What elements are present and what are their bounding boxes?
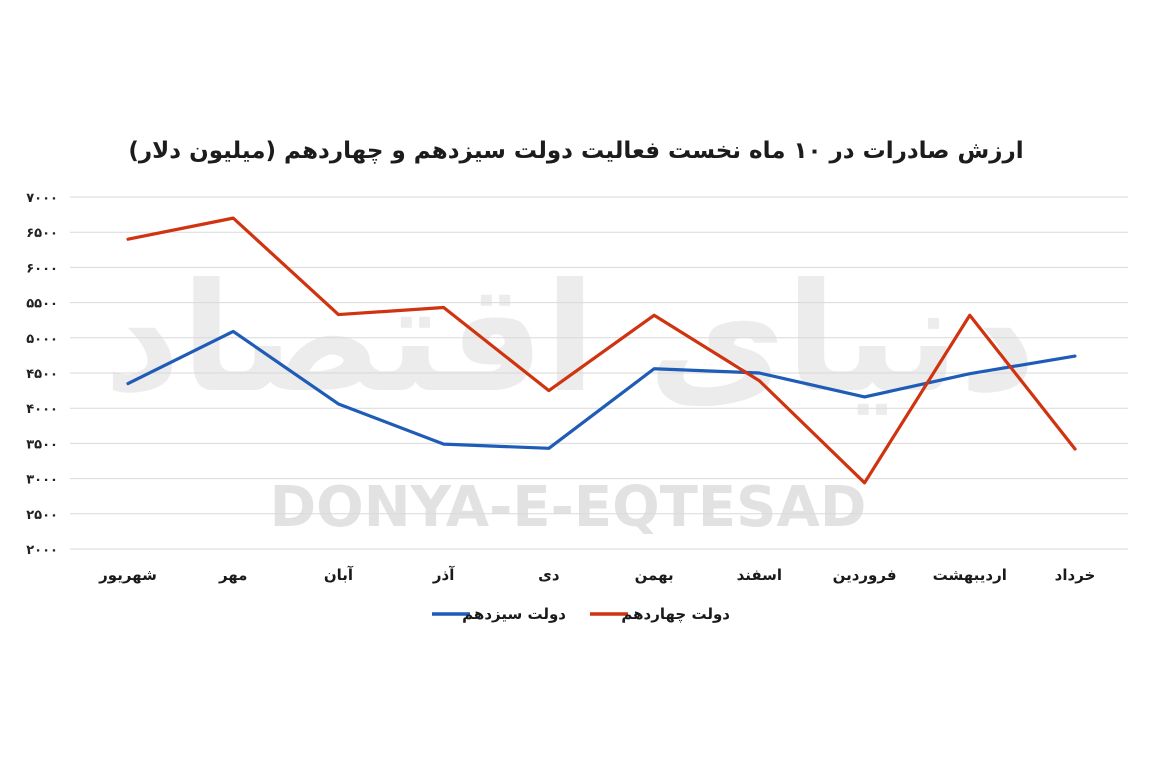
chart-title: ارزش صادرات در ۱۰ ماه نخست فعالیت دولت س… — [128, 138, 1024, 164]
y-tick-label: ۴۰۰۰ — [26, 402, 58, 417]
y-tick-label: ۴۵۰۰ — [26, 367, 58, 382]
y-axis: ۲۰۰۰ ۲۵۰۰ ۳۰۰۰ ۳۵۰۰ ۴۰۰۰ ۴۵۰۰ ۵۰۰۰ ۵۵۰۰ ۶۰۰۰ ۶۵۰۰… — [26, 191, 58, 558]
series-line-1 — [126, 329, 1077, 450]
y-tick-label: ۲۰۰۰ — [26, 543, 58, 558]
x-tick-label: آذر — [432, 566, 455, 584]
x-tick-label: خرداد — [1055, 566, 1096, 584]
x-tick-label: اردیبهشت — [933, 566, 1007, 584]
watermark-persian: دنیای اقتصاد — [104, 252, 1037, 426]
legend-label: دولت سیزدهم — [462, 605, 566, 623]
series-lines — [126, 216, 1077, 485]
x-axis: شهریور مهر آبان آذر دی بهمن اسفند فروردین اردیبه… — [98, 566, 1095, 584]
y-tick-label: ۵۵۰۰ — [26, 297, 58, 312]
y-tick-label: ۶۵۰۰ — [26, 226, 58, 241]
y-tick-label: ۳۵۰۰ — [26, 437, 58, 452]
y-tick-label: ۳۰۰۰ — [26, 473, 58, 488]
x-tick-label: آبان — [324, 566, 354, 584]
y-tick-label: ۵۰۰۰ — [26, 332, 58, 347]
x-tick-label: فروردین — [833, 566, 897, 584]
series-line-2 — [126, 216, 1077, 485]
x-tick-label: شهریور — [98, 566, 157, 584]
y-tick-label: ۷۰۰۰ — [26, 191, 58, 206]
watermark: دنیای اقتصاد DONYA-E-EQTESAD — [104, 252, 1037, 540]
x-tick-label: اسفند — [737, 566, 782, 584]
x-tick-label: مهر — [218, 566, 248, 584]
legend: دولت سیزدهم دولت چهاردهم — [432, 605, 730, 624]
x-tick-label: دی — [538, 566, 560, 584]
legend-label: دولت چهاردهم — [621, 605, 730, 624]
watermark-latin: DONYA-E-EQTESAD — [270, 475, 867, 540]
x-tick-label: بهمن — [635, 566, 674, 584]
y-tick-label: ۶۰۰۰ — [26, 261, 58, 276]
gridlines — [70, 196, 1128, 550]
y-tick-label: ۲۵۰۰ — [26, 508, 58, 523]
